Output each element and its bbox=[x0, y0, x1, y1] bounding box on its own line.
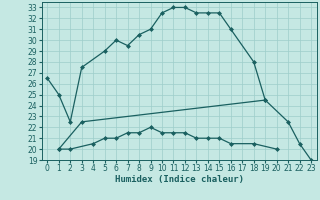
X-axis label: Humidex (Indice chaleur): Humidex (Indice chaleur) bbox=[115, 175, 244, 184]
